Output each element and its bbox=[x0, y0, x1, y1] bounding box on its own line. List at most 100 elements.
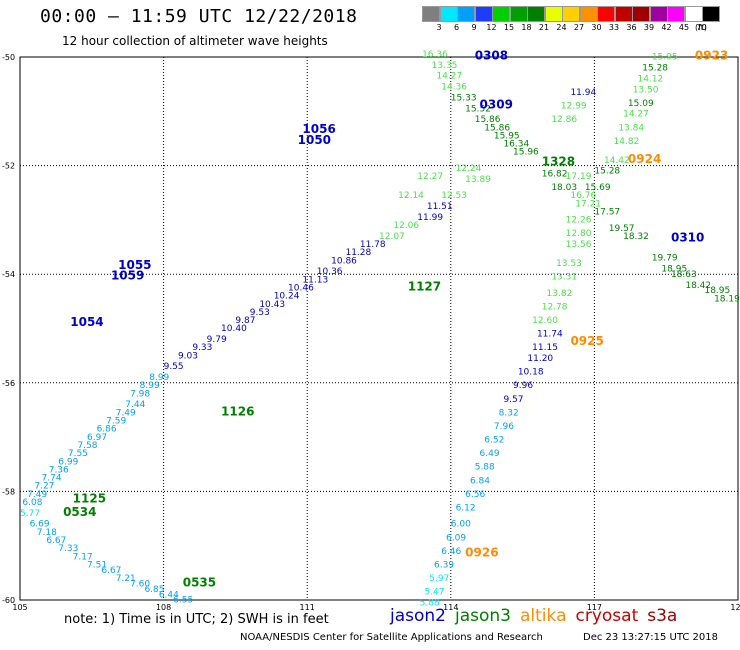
wave-height-value: 16.82 bbox=[542, 169, 568, 179]
wave-height-value: 7.98 bbox=[130, 389, 150, 399]
wave-height-value: 11.99 bbox=[417, 213, 443, 223]
y-tick-label: -54 bbox=[2, 270, 15, 279]
map-grid bbox=[19, 56, 739, 601]
wave-height-value: 5.77 bbox=[20, 509, 40, 519]
wave-height-value: 14.27 bbox=[623, 110, 649, 120]
wave-height-value: 6.55 bbox=[173, 596, 193, 606]
wave-height-value: 10.46 bbox=[288, 283, 314, 293]
wave-height-value: 11.13 bbox=[302, 275, 328, 285]
pass-time-label: 1054 bbox=[70, 315, 103, 329]
wave-height-value: 15.52 bbox=[465, 104, 491, 114]
wave-height-value: 19.79 bbox=[652, 254, 678, 264]
scale-swatch bbox=[702, 6, 720, 22]
wave-height-value: 6.99 bbox=[58, 457, 78, 467]
wave-height-value: 15.86 bbox=[484, 123, 510, 133]
x-tick-label: 108 bbox=[156, 603, 171, 612]
wave-height-value: 6.00 bbox=[451, 520, 471, 530]
wave-height-value: 7.96 bbox=[494, 422, 514, 432]
wave-height-value: 15.95 bbox=[652, 53, 678, 63]
wave-height-value: 15.86 bbox=[475, 115, 501, 125]
wave-height-value: 12.53 bbox=[441, 191, 467, 201]
wave-height-value: 13.84 bbox=[618, 123, 644, 133]
wave-height-value: 10.36 bbox=[317, 267, 343, 277]
wave-height-value: 10.43 bbox=[259, 300, 285, 310]
scale-label: 24 bbox=[556, 23, 567, 32]
wave-height-value: 5.97 bbox=[429, 574, 449, 584]
pass-time-label: 1126 bbox=[221, 404, 254, 418]
pass-time-label: 0535 bbox=[183, 575, 216, 589]
pass-time-label: 1328 bbox=[542, 155, 575, 169]
wave-height-value: 11.74 bbox=[537, 330, 563, 340]
wave-height-value: 6.86 bbox=[97, 425, 117, 435]
wave-height-value: 6.39 bbox=[434, 560, 454, 570]
wave-height-value: 7.17 bbox=[73, 552, 93, 562]
wave-height-value: 14.82 bbox=[614, 137, 640, 147]
wave-height-value: 16.36 bbox=[422, 50, 448, 60]
wave-height-value: 10.24 bbox=[274, 292, 300, 302]
wave-height-value: 6.69 bbox=[30, 520, 50, 530]
scale-label: 3 bbox=[436, 23, 442, 32]
scale-label: 9 bbox=[471, 23, 477, 32]
wave-height-value: 17.57 bbox=[594, 207, 620, 217]
note-text: note: 1) Time is in UTC; 2) SWH is in fe… bbox=[64, 612, 329, 627]
wave-height-value: 12.24 bbox=[456, 164, 482, 174]
wave-height-value: 19.57 bbox=[609, 224, 635, 234]
wave-height-value: 11.94 bbox=[570, 88, 596, 98]
wave-height-value: 18.95 bbox=[704, 286, 730, 296]
pass-time-label: 0924 bbox=[628, 152, 661, 166]
scale-label: 45 bbox=[678, 23, 690, 32]
wave-height-value: 12.99 bbox=[561, 102, 587, 112]
pass-time-label: 1050 bbox=[298, 133, 331, 147]
pass-time-label: 1127 bbox=[408, 279, 441, 293]
wave-height-value: 11.28 bbox=[345, 248, 371, 258]
wave-height-value: 12.80 bbox=[566, 229, 592, 239]
wave-height-value: 15.96 bbox=[513, 148, 539, 158]
wave-height-value: 6.67 bbox=[101, 566, 121, 576]
wave-height-value: 9.87 bbox=[235, 316, 255, 326]
wave-height-value: 15.95 bbox=[494, 131, 520, 141]
footer-timestamp: Dec 23 13:27:15 UTC 2018 bbox=[583, 632, 718, 643]
scale-label: 18 bbox=[521, 23, 532, 32]
wave-height-value: 7.49 bbox=[27, 490, 47, 500]
y-tick-label: -56 bbox=[2, 379, 15, 388]
pass-time-label: 0923 bbox=[695, 49, 728, 63]
wave-height-value: 17.21 bbox=[575, 199, 601, 209]
wave-height-value: 10.18 bbox=[518, 368, 544, 378]
wave-height-value: 12.07 bbox=[379, 232, 405, 242]
x-tick-label: 120 bbox=[730, 603, 740, 612]
wave-height-value: 7.33 bbox=[58, 544, 78, 554]
wave-height-value: 13.53 bbox=[556, 259, 582, 269]
pass-time-label: 0308 bbox=[475, 49, 508, 63]
wave-height-value: 18.63 bbox=[671, 270, 697, 280]
wave-height-value: 15.09 bbox=[628, 99, 654, 109]
wave-height-value: 8.99 bbox=[149, 373, 169, 383]
wave-height-value: 6.49 bbox=[480, 449, 500, 459]
scale-label: 33 bbox=[608, 23, 620, 32]
wave-height-value: 18.42 bbox=[685, 281, 711, 291]
pass-time-label: 0310 bbox=[671, 231, 704, 245]
wave-height-value: 18.32 bbox=[623, 232, 649, 242]
wave-height-value: 6.84 bbox=[470, 476, 490, 486]
wave-height-value: 12.27 bbox=[417, 172, 443, 182]
x-tick-label: 111 bbox=[300, 603, 315, 612]
pass-time-label: 1125 bbox=[73, 491, 106, 505]
scale-label: 39 bbox=[643, 23, 655, 32]
x-tick-label: 117 bbox=[587, 603, 602, 612]
wave-height-value: 14.42 bbox=[604, 156, 630, 166]
wave-height-value: 13.31 bbox=[551, 273, 577, 283]
pass-time-label: 1055 bbox=[118, 258, 151, 272]
wave-height-value: 9.03 bbox=[178, 351, 198, 361]
y-tick-label: -60 bbox=[2, 596, 15, 605]
wave-height-value: 18.19 bbox=[714, 294, 740, 304]
legend-jason3: jason3 bbox=[455, 606, 511, 626]
wave-height-value: 9.33 bbox=[192, 343, 212, 353]
wave-height-value: 8.32 bbox=[499, 408, 519, 418]
wave-height-value: 6.12 bbox=[456, 503, 476, 513]
wave-height-value: 13.50 bbox=[633, 85, 659, 95]
scale-unit: (ft) bbox=[694, 23, 708, 32]
wave-height-value: 12.86 bbox=[551, 115, 577, 125]
wave-height-value: 7.51 bbox=[87, 560, 107, 570]
map-labels: 16.3613.3514.2714.3615.3315.5215.8615.86… bbox=[20, 49, 740, 609]
legend-cryosat: cryosat bbox=[575, 606, 639, 626]
